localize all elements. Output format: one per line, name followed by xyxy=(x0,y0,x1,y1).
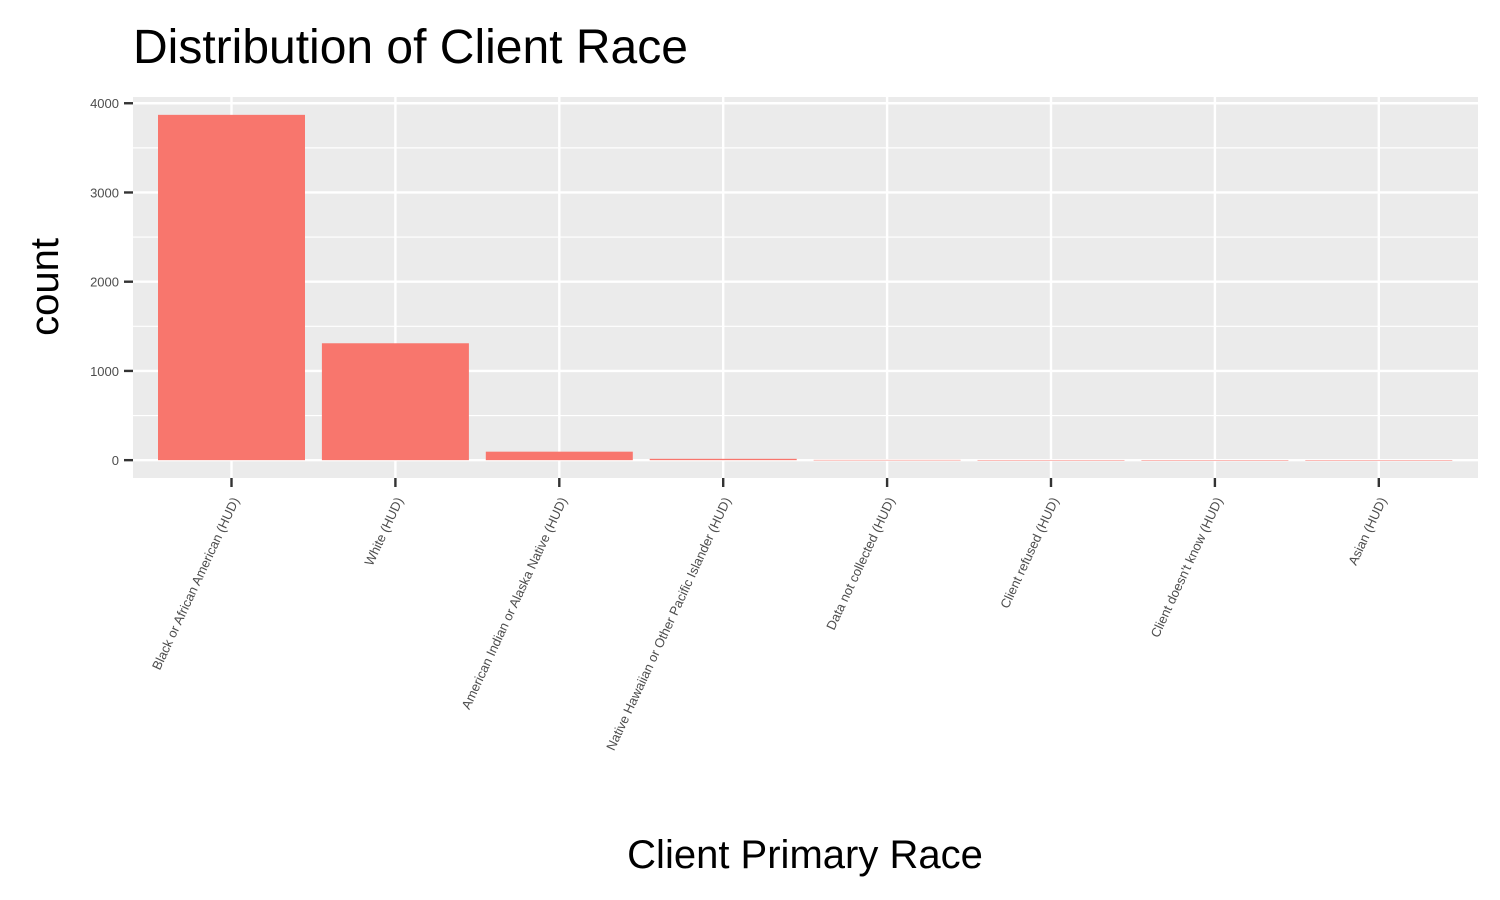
x-tick-label: Asian (HUD) xyxy=(1345,495,1389,567)
x-tick-label: Native Hawaiian or Other Pacific Islande… xyxy=(603,495,734,753)
bar xyxy=(158,114,305,461)
x-axis: Black or African American (HUD) White (HU… xyxy=(149,478,1390,753)
y-tick-label: 4000 xyxy=(90,96,119,111)
bar xyxy=(1305,460,1453,461)
x-tick-label: Data not collected (HUD) xyxy=(823,495,898,632)
bar xyxy=(977,459,1125,461)
x-tick-label: American Indian or Alaska Native (HUD) xyxy=(458,495,570,712)
x-tick-label: Client refused (HUD) xyxy=(997,495,1062,611)
bar xyxy=(813,459,961,461)
x-tick-label: Black or African American (HUD) xyxy=(149,495,242,672)
bar xyxy=(321,343,469,461)
bars xyxy=(158,114,1453,461)
chart-title: Distribution of Client Race xyxy=(133,21,688,74)
bar xyxy=(649,458,797,461)
bar xyxy=(485,451,633,461)
y-tick-label: 0 xyxy=(112,453,119,468)
x-axis-title: Client Primary Race xyxy=(627,833,983,877)
x-tick-label: White (HUD) xyxy=(361,495,406,568)
bar xyxy=(1141,460,1289,461)
y-tick-label: 2000 xyxy=(90,275,119,290)
y-tick-label: 3000 xyxy=(90,185,119,200)
y-axis-title: count xyxy=(23,238,67,336)
y-axis: 0 1000 2000 3000 4000 xyxy=(90,96,133,468)
x-tick-label: Client doesn't know (HUD) xyxy=(1147,495,1225,640)
y-tick-label: 1000 xyxy=(90,364,119,379)
